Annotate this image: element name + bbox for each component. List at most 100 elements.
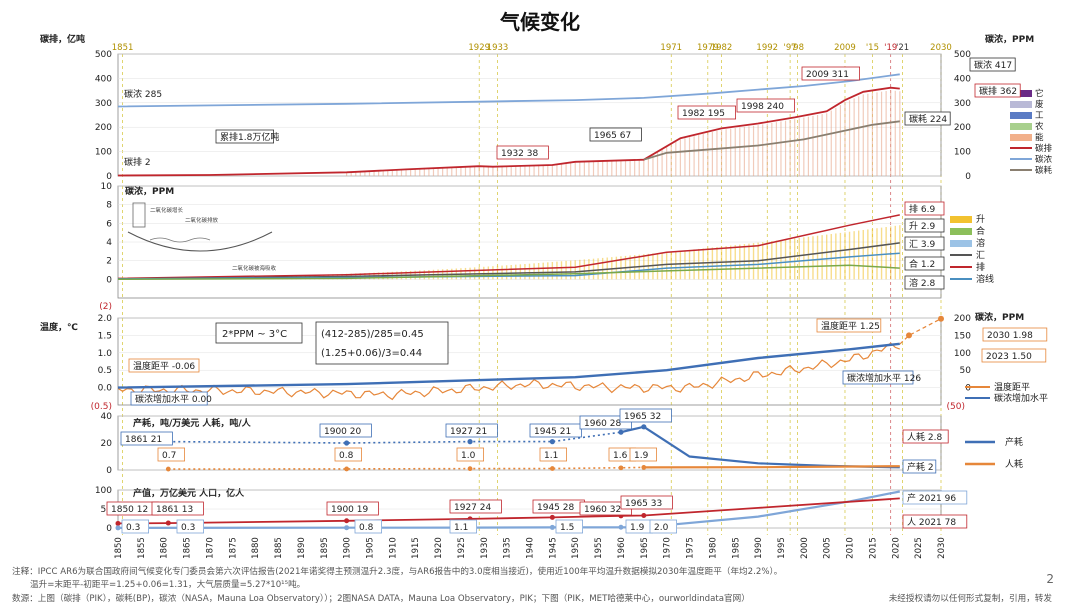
x-tick-label-4: 1870 [205, 537, 215, 559]
x-tick-label-25: 1975 [686, 537, 696, 559]
p3-tick-0: 0.0 [98, 384, 113, 394]
footnote-line-1: 注释：IPCC AR6为联合国政府间气候变化专门委员会第六次评估报告(2021年… [12, 567, 783, 577]
panel5-gdp-label-6-box [649, 519, 678, 534]
panel4-ann-1960: 1960 28 [584, 419, 621, 429]
panel4-percap-label-2-box [456, 447, 485, 462]
panel5-gdp-point [115, 525, 121, 531]
panel2-ann-total-box [904, 256, 945, 271]
panel1-series-碳耗 [643, 120, 900, 161]
panel2-legend-label-4: 排 [976, 261, 985, 273]
panel1-legend-label-0: 它 [1035, 88, 1044, 99]
formula-ratio-box [215, 322, 303, 344]
panel2-ann-sink: 汇 3.9 [909, 239, 935, 250]
panel3-series-co2-level [117, 342, 900, 389]
p2-tick-0: 0 [106, 275, 112, 285]
top-year-label-2: 1933 [487, 43, 509, 53]
panel3-right-axis-title: 碳浓，PPM [975, 311, 1024, 323]
panel5-ann-1960: 1960 32 [584, 505, 621, 515]
p3-rtick-4: 200 [954, 314, 971, 324]
panel5-axis-title: 产值，万亿美元 人口，亿人 [133, 487, 245, 499]
panel4-legend-label-0: 产耗 [1005, 436, 1023, 448]
panel4-ann-1960-box [579, 415, 632, 430]
x-tick-label-28: 1990 [754, 537, 764, 559]
p3-rtick-2: 100 [954, 349, 971, 359]
x-tick-label-26: 1980 [708, 537, 718, 559]
panel5-ann-1965-box [620, 495, 673, 510]
panel5-gdp-point [618, 524, 624, 530]
panel4-percap-label-3-box [539, 447, 568, 462]
x-tick-label-10: 1900 [343, 537, 353, 559]
x-tick-label-14: 1920 [434, 537, 444, 559]
panel2-ann-rise: 升 2.9 [909, 221, 935, 232]
panel4-percap-label-2: 1.0 [461, 451, 476, 461]
top-year-label-7: '97 [784, 43, 797, 53]
panel1-left-axis-title: 碳排，亿吨 [40, 33, 85, 45]
p5-tick-1: 50 [101, 505, 113, 515]
panel1-series-碳浓 [117, 73, 900, 108]
panel5-pop-point [115, 520, 121, 526]
panel4-intensity-point [467, 439, 473, 445]
panel4-percap-label-0: 0.7 [162, 451, 176, 461]
panel5-gdp-label-1-box [176, 519, 205, 534]
panel1-ann-emission-start: 碳排 2 [124, 156, 151, 168]
panel3-axis-title: 温度，℃ [40, 321, 78, 333]
panel2-bottom-marker: (2) [99, 302, 112, 312]
footnote-copyright: 未经授权请勿以任何形式复制，引用，转发 [888, 594, 1052, 604]
panel2-legend-label-5: 溶线 [976, 273, 994, 285]
panel1-ann-cumulative-box [215, 129, 274, 144]
panel4-percap-point [344, 466, 350, 472]
panel2-legend-label-2: 溶 [976, 237, 985, 249]
inset-label-0: 二氧化碳增长 [150, 206, 184, 214]
panel4-ann-1945-box [529, 423, 582, 438]
x-tick-label-16: 1930 [480, 537, 490, 559]
factory-icon [132, 202, 146, 228]
p3-rtick-1: 50 [960, 366, 972, 376]
panel5-series-人口 [117, 497, 900, 525]
panel3-projection-line [899, 318, 942, 345]
p2-tick-3: 6 [106, 219, 112, 229]
x-tick-label-5: 1875 [228, 537, 238, 559]
p1-tick-5: 500 [95, 50, 112, 60]
p1-rtick-3: 300 [954, 99, 971, 109]
panel4-percap-point [618, 465, 624, 471]
panel3-ann-temp-start: 温度距平 -0.06 [133, 360, 195, 372]
formula-ratio: 2*PPM ~ 3°C [222, 329, 287, 340]
panel5-gdp-label-0: 0.3 [126, 523, 140, 533]
panel4-percap-label-4: 1.6 [613, 451, 628, 461]
top-year-label-11: '19 [884, 43, 897, 53]
panel4-intensity-point [641, 424, 647, 430]
p3-tick-2: 1.0 [98, 349, 113, 359]
panel4-legend-label-1: 人耗 [1005, 459, 1023, 470]
wave-icon [149, 237, 211, 243]
x-tick-label-2: 1860 [160, 537, 170, 559]
top-year-label-3: 1971 [660, 43, 682, 53]
top-year-label-12: '21 [896, 43, 909, 53]
p1-tick-0: 0 [106, 172, 112, 182]
panel3-ann-2023-box [981, 348, 1047, 363]
p3-tick-3: 1.5 [98, 331, 112, 341]
panel5-ann-gdp-end-box [902, 490, 968, 505]
p3-tick-1: 0.5 [98, 366, 112, 376]
x-tick-label-6: 1880 [251, 537, 261, 559]
panel4-series-percap-dotted [168, 466, 644, 470]
x-tick-label-0: 1850 [114, 537, 124, 559]
panel1-legend-label-1: 废 [1035, 99, 1044, 110]
p2-tick-2: 4 [106, 238, 112, 248]
top-year-label-9: 2009 [834, 43, 856, 53]
p2-tick-4: 8 [106, 201, 112, 211]
p5-tick-2: 100 [95, 486, 112, 496]
panel4-percap-point [467, 466, 473, 472]
footnote-line-2: 温升=末距平-初距平=1.25+0.06=1.31，大气层质量=5.27*10¹… [30, 580, 306, 590]
panel4-axis-title: 产耗，吨/万美元 人耗，吨/人 [133, 417, 252, 429]
p4-tick-1: 20 [101, 439, 113, 449]
panel3-ann-2023: 2023 1.50 [986, 352, 1032, 362]
panel3-ann-temp-end: 温度距平 1.25 [821, 320, 880, 332]
ocean-schematic [127, 231, 273, 252]
panel3-bottom-right-marker: (50) [947, 402, 965, 412]
p1-rtick-2: 200 [954, 123, 971, 133]
panel4-ann-1965-box [619, 408, 672, 423]
p1-rtick-0: 0 [965, 172, 971, 182]
panel5-ann-1900-box [326, 501, 379, 516]
panel4-ann-intensity-end-box [902, 459, 937, 474]
x-tick-label-9: 1895 [320, 537, 330, 559]
